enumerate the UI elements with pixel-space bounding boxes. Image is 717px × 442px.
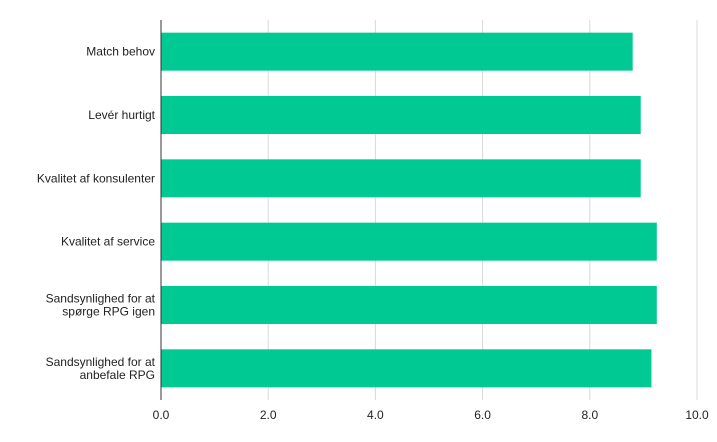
category-label: Match behov bbox=[86, 45, 155, 59]
bar bbox=[161, 349, 652, 388]
bar bbox=[161, 222, 657, 261]
category-label: Kvalitet af konsulenter bbox=[37, 171, 155, 185]
category-label: Sandsynlighed for at bbox=[46, 355, 156, 369]
x-tick-label: 6.0 bbox=[474, 408, 491, 422]
x-tick-label: 4.0 bbox=[367, 408, 384, 422]
bar bbox=[161, 159, 641, 198]
category-labels: Match behov Levér hurtigt Kvalitet af kons… bbox=[37, 45, 156, 382]
x-tick-label: 8.0 bbox=[581, 408, 598, 422]
bars bbox=[161, 32, 657, 388]
gridlines bbox=[267, 20, 698, 400]
x-tick-label: 2.0 bbox=[260, 408, 277, 422]
x-tick-label: 10.0 bbox=[685, 408, 709, 422]
x-tick-label: 0.0 bbox=[153, 408, 170, 422]
bar bbox=[161, 32, 633, 71]
category-label: Levér hurtigt bbox=[88, 108, 155, 122]
category-label: anbefale RPG bbox=[80, 368, 155, 382]
category-label: Kvalitet af service bbox=[61, 235, 155, 249]
bar bbox=[161, 286, 657, 324]
bar bbox=[161, 96, 641, 134]
category-label: Sandsynlighed for at bbox=[46, 292, 156, 306]
x-tick-labels: 0.0 2.0 4.0 6.0 8.0 10.0 bbox=[153, 408, 709, 422]
category-label: spørge RPG igen bbox=[62, 305, 155, 319]
